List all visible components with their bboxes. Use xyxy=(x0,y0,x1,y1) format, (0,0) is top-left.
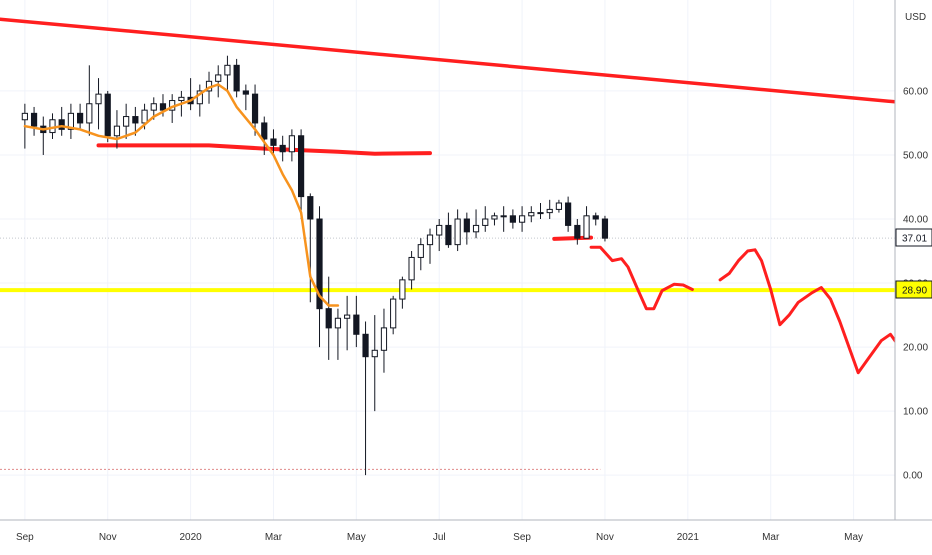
candle-body xyxy=(454,218,461,246)
candle-body xyxy=(518,215,526,223)
candle-body xyxy=(279,144,286,153)
candle-body xyxy=(565,202,572,226)
candle-body xyxy=(86,103,93,124)
candle-body xyxy=(445,224,452,246)
currency-label: USD xyxy=(905,12,926,23)
y-tick-label: 10.00 xyxy=(903,407,928,418)
x-tick-label: 2020 xyxy=(179,532,202,543)
candle-body xyxy=(436,224,443,236)
candle-body xyxy=(67,112,75,130)
candle-body xyxy=(150,103,157,111)
y-tick-label: 0.00 xyxy=(903,471,923,482)
x-tick-label: Nov xyxy=(99,532,117,543)
candle-body xyxy=(30,112,38,127)
candle-body xyxy=(472,224,480,233)
candle-body xyxy=(325,308,332,329)
x-tick-label: Nov xyxy=(596,532,614,543)
x-tick-label: Mar xyxy=(265,532,283,543)
candle-body xyxy=(592,215,599,220)
candle-body xyxy=(49,119,56,134)
candle-body xyxy=(546,208,553,214)
candle-body xyxy=(261,122,268,140)
candle-body xyxy=(408,256,415,281)
x-tick-label: May xyxy=(347,532,366,543)
candle-body xyxy=(482,218,489,226)
candle-body xyxy=(307,196,314,220)
candle-body xyxy=(601,218,609,239)
candle-body xyxy=(574,224,581,239)
candle-body xyxy=(141,109,148,124)
candle-body xyxy=(555,202,563,210)
candle-body xyxy=(344,314,351,319)
time-scale-background xyxy=(0,520,932,550)
candle-body xyxy=(123,116,130,127)
y-tick-label: 50.00 xyxy=(903,150,928,161)
resistance-trendline xyxy=(0,17,897,104)
candles-layer xyxy=(21,55,609,476)
moving-average-line xyxy=(23,83,340,307)
candle-body xyxy=(500,215,507,218)
candle-body xyxy=(316,218,323,310)
candle-body xyxy=(251,93,259,124)
candle-body xyxy=(104,93,111,137)
support-price-label: 28.90 xyxy=(902,286,927,297)
x-tick-label: Mar xyxy=(762,532,780,543)
candle-body xyxy=(297,135,305,198)
y-tick-label: 20.00 xyxy=(903,343,928,354)
candle-body xyxy=(113,125,121,137)
candle-body xyxy=(371,349,378,358)
candle-body xyxy=(362,333,369,358)
candle-body xyxy=(491,215,498,220)
candle-body xyxy=(353,314,360,335)
candle-body xyxy=(528,212,535,217)
candle-body xyxy=(270,138,277,146)
x-tick-label: Sep xyxy=(16,532,34,543)
moving-average-layer xyxy=(23,83,340,307)
last-price-label: 37.01 xyxy=(902,234,927,245)
candle-body xyxy=(21,112,28,121)
candle-body xyxy=(77,112,84,124)
candle-body xyxy=(537,212,544,215)
candle-body xyxy=(178,96,185,102)
candle-body xyxy=(132,116,139,124)
candle-body xyxy=(159,103,167,111)
last-price-badge xyxy=(895,228,932,247)
candle-body xyxy=(380,327,388,351)
candle-body xyxy=(426,234,434,246)
price-scale-background xyxy=(895,0,932,550)
support-price-badge xyxy=(895,280,932,299)
x-tick-label: May xyxy=(844,532,863,543)
projection-path-1 xyxy=(589,245,694,311)
candle-body xyxy=(583,215,590,239)
candle-body xyxy=(509,215,516,223)
candle-body xyxy=(288,135,295,153)
price-labels: 37.01 28.90 xyxy=(895,228,932,299)
candle-body xyxy=(463,218,470,233)
candle-body xyxy=(334,317,342,329)
y-tick-label: 40.00 xyxy=(903,215,928,226)
projection-layer xyxy=(589,245,932,398)
candle-body xyxy=(58,119,65,130)
candle-body xyxy=(390,298,397,329)
y-tick-label: 60.00 xyxy=(903,86,928,97)
x-tick-label: Jul xyxy=(433,532,446,543)
candle-body xyxy=(95,93,102,105)
candle-body xyxy=(242,90,249,95)
candle-body xyxy=(224,64,231,76)
candle-body xyxy=(233,64,240,92)
candle-body xyxy=(417,244,424,258)
candle-body xyxy=(399,279,406,300)
candle-body xyxy=(215,74,222,82)
x-tick-label: 2021 xyxy=(677,532,700,543)
x-tick-label: Sep xyxy=(513,532,531,543)
